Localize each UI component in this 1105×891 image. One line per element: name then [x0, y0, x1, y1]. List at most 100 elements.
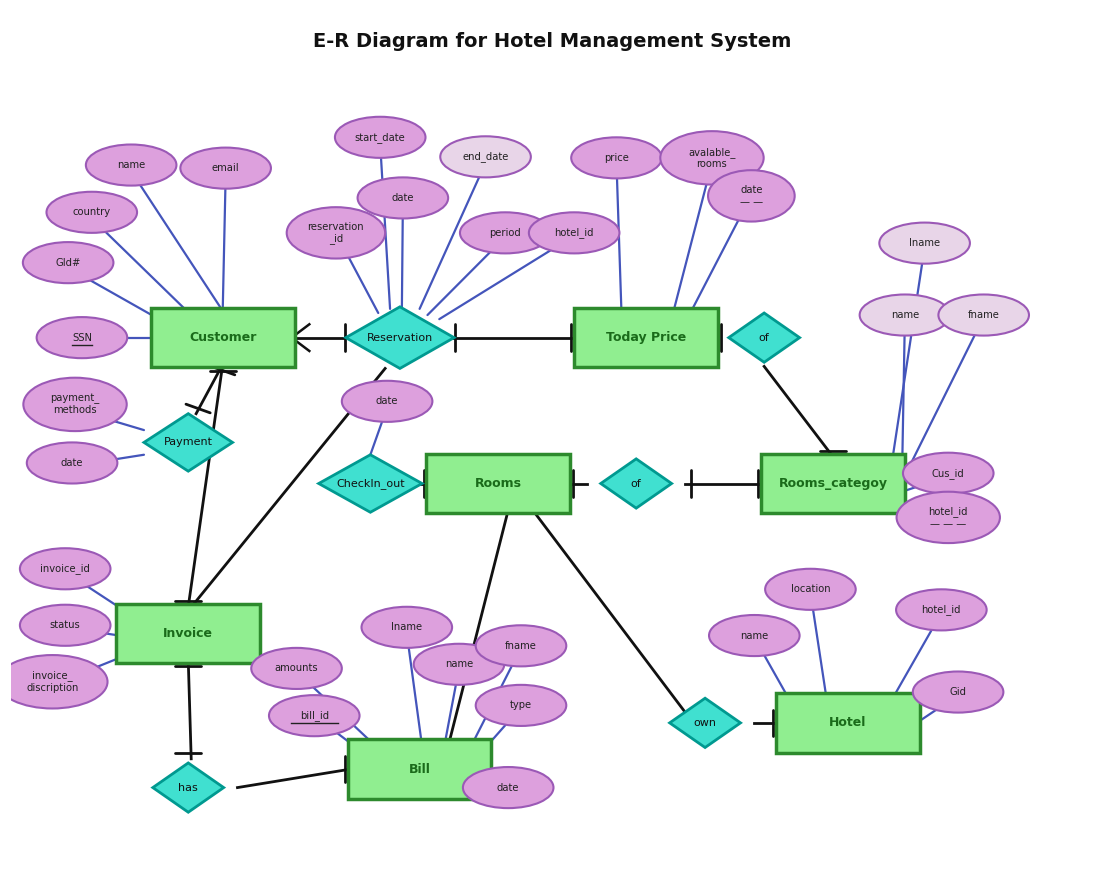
- Text: of: of: [631, 478, 642, 488]
- Polygon shape: [152, 763, 223, 813]
- Ellipse shape: [36, 317, 127, 358]
- FancyBboxPatch shape: [761, 454, 905, 513]
- Polygon shape: [346, 307, 454, 369]
- Ellipse shape: [27, 443, 117, 484]
- Text: date: date: [497, 782, 519, 793]
- Ellipse shape: [529, 212, 620, 253]
- Text: own: own: [694, 718, 716, 728]
- Text: date: date: [391, 193, 414, 203]
- Polygon shape: [144, 413, 232, 471]
- Text: price: price: [604, 153, 629, 163]
- Ellipse shape: [20, 548, 110, 589]
- Text: country: country: [73, 208, 110, 217]
- Ellipse shape: [896, 589, 987, 631]
- Ellipse shape: [709, 615, 800, 656]
- Text: avalable_
rooms: avalable_ rooms: [688, 147, 736, 169]
- Text: Invoice: Invoice: [164, 627, 213, 640]
- Ellipse shape: [335, 117, 425, 158]
- Ellipse shape: [708, 170, 794, 222]
- Text: Rooms: Rooms: [475, 477, 522, 490]
- Ellipse shape: [896, 492, 1000, 544]
- Text: Gid: Gid: [949, 687, 967, 697]
- Text: of: of: [759, 332, 769, 343]
- Text: name: name: [740, 631, 768, 641]
- Text: date
— —: date — —: [739, 185, 762, 207]
- Text: location: location: [790, 584, 830, 594]
- Text: start_date: start_date: [355, 132, 406, 143]
- Text: Today Price: Today Price: [606, 331, 686, 344]
- FancyBboxPatch shape: [151, 308, 295, 367]
- Text: Payment: Payment: [164, 437, 213, 447]
- Text: hotel_id: hotel_id: [555, 227, 593, 238]
- Ellipse shape: [765, 568, 855, 609]
- Ellipse shape: [913, 672, 1003, 713]
- Text: lname: lname: [909, 238, 940, 248]
- Ellipse shape: [463, 767, 554, 808]
- Text: fname: fname: [968, 310, 1000, 320]
- Text: reservation
_id: reservation _id: [307, 222, 365, 244]
- Ellipse shape: [286, 208, 386, 258]
- FancyBboxPatch shape: [575, 308, 718, 367]
- Ellipse shape: [20, 605, 110, 646]
- Ellipse shape: [661, 131, 764, 184]
- Ellipse shape: [361, 607, 452, 648]
- Text: end_date: end_date: [462, 151, 508, 162]
- Text: has: has: [178, 782, 198, 793]
- Text: lname: lname: [391, 622, 422, 633]
- FancyBboxPatch shape: [427, 454, 570, 513]
- Ellipse shape: [440, 136, 530, 177]
- Text: invoice_
discription: invoice_ discription: [27, 671, 78, 693]
- Polygon shape: [670, 699, 740, 748]
- Text: Rooms_categoy: Rooms_categoy: [779, 477, 887, 490]
- Ellipse shape: [251, 648, 341, 689]
- Text: name: name: [445, 659, 473, 669]
- Text: Customer: Customer: [189, 331, 256, 344]
- FancyBboxPatch shape: [776, 693, 919, 753]
- Ellipse shape: [860, 295, 950, 336]
- Ellipse shape: [341, 380, 432, 421]
- Ellipse shape: [476, 625, 566, 666]
- Ellipse shape: [0, 655, 107, 708]
- Ellipse shape: [476, 685, 566, 726]
- FancyBboxPatch shape: [116, 604, 260, 663]
- Text: E-R Diagram for Hotel Management System: E-R Diagram for Hotel Management System: [314, 32, 791, 52]
- Ellipse shape: [938, 295, 1029, 336]
- Text: CheckIn_out: CheckIn_out: [336, 478, 404, 489]
- Ellipse shape: [86, 144, 177, 185]
- Ellipse shape: [903, 453, 993, 494]
- Text: GId#: GId#: [55, 257, 81, 267]
- Polygon shape: [728, 313, 800, 363]
- Text: amounts: amounts: [275, 664, 318, 674]
- Text: hotel_id
— — —: hotel_id — — —: [928, 506, 968, 528]
- Polygon shape: [318, 454, 422, 512]
- Text: name: name: [117, 160, 145, 170]
- Text: period: period: [490, 228, 522, 238]
- Ellipse shape: [23, 242, 114, 283]
- Ellipse shape: [413, 644, 504, 685]
- Text: SSN: SSN: [72, 332, 92, 343]
- Ellipse shape: [180, 148, 271, 189]
- Ellipse shape: [46, 192, 137, 233]
- Text: Reservation: Reservation: [367, 332, 433, 343]
- Text: date: date: [61, 458, 83, 468]
- Text: Hotel: Hotel: [829, 716, 866, 730]
- Text: email: email: [212, 163, 240, 173]
- FancyBboxPatch shape: [348, 740, 492, 799]
- Ellipse shape: [358, 177, 449, 218]
- Text: status: status: [50, 620, 81, 630]
- Text: invoice_id: invoice_id: [40, 563, 91, 574]
- Text: hotel_id: hotel_id: [922, 604, 961, 616]
- Text: payment_
methods: payment_ methods: [51, 394, 99, 415]
- Ellipse shape: [460, 212, 550, 253]
- Text: type: type: [509, 700, 533, 710]
- Text: Cus_id: Cus_id: [932, 468, 965, 478]
- Ellipse shape: [269, 695, 359, 736]
- Text: Bill: Bill: [409, 763, 431, 775]
- Text: bill_id: bill_id: [299, 710, 329, 721]
- Text: fname: fname: [505, 641, 537, 650]
- Text: date: date: [376, 396, 399, 406]
- Polygon shape: [601, 459, 672, 508]
- Ellipse shape: [880, 223, 970, 264]
- Text: name: name: [891, 310, 919, 320]
- Ellipse shape: [571, 137, 662, 178]
